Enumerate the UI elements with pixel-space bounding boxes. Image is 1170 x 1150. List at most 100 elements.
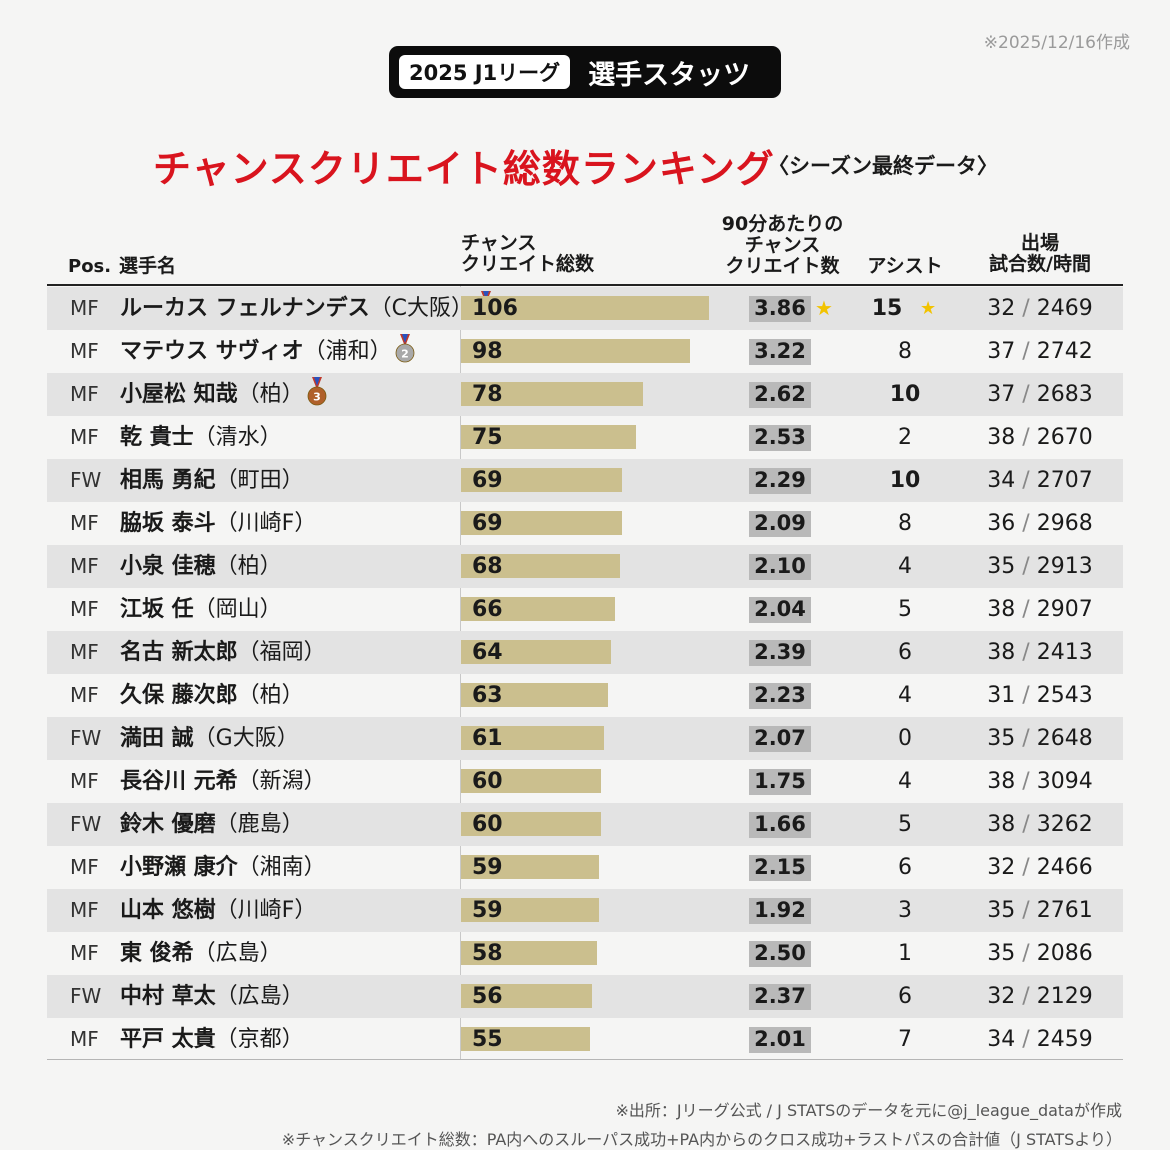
position-label: MF — [70, 425, 99, 449]
appearances: 38 / 2413 — [975, 631, 1105, 674]
games-played: 32 — [987, 296, 1016, 321]
team-name: （川崎F） — [215, 898, 317, 923]
table-top-rule — [47, 284, 1123, 286]
bar-value-label: 75 — [472, 425, 503, 450]
header-per90: 90分あたりの チャンス クリエイト数 — [700, 214, 865, 277]
bar — [461, 597, 615, 621]
header-name: 選手名 — [119, 255, 177, 277]
per90-box — [749, 468, 811, 494]
team-name: （広島） — [193, 941, 282, 966]
bar — [461, 769, 601, 793]
minutes-played: 2907 — [1036, 597, 1093, 622]
per90-box — [749, 984, 811, 1010]
table-row: FW 中村 草太（広島） 56 2.37 6 32 / 2129 — [47, 975, 1123, 1018]
separator-slash: / — [1015, 597, 1037, 622]
player-name-text: 久保 藤次郎 — [120, 683, 238, 708]
table-row: MF 小泉 佳穂（柏） 68 2.10 4 35 / 2913 — [47, 545, 1123, 588]
appearances: 36 / 2968 — [975, 502, 1105, 545]
bar-value-label: 68 — [472, 554, 503, 579]
bar — [461, 984, 592, 1008]
per90-box — [749, 339, 811, 365]
assist-value: 0 — [898, 726, 912, 751]
player-name-text: 長谷川 元希 — [120, 769, 238, 794]
bar — [461, 726, 604, 750]
separator-slash: / — [1015, 554, 1037, 579]
player-name: 東 俊希（広島） — [120, 932, 282, 975]
assist-value: 6 — [898, 984, 912, 1009]
separator-slash: / — [1015, 640, 1037, 665]
per90-box — [749, 597, 811, 623]
separator-slash: / — [1015, 984, 1037, 1009]
appearances: 35 / 2913 — [975, 545, 1105, 588]
player-name-text: 鈴木 優磨 — [120, 812, 216, 837]
player-name-text: 相馬 勇紀 — [120, 468, 216, 493]
team-name: （柏） — [237, 382, 304, 407]
per90-box — [749, 726, 811, 752]
per90-value: 2.04 — [754, 597, 806, 621]
appearances: 31 / 2543 — [975, 674, 1105, 717]
player-name: 平戸 太貴（京都） — [120, 1018, 304, 1061]
per90-value: 2.10 — [754, 554, 806, 578]
separator-slash: / — [1015, 339, 1037, 364]
bar-value-label: 106 — [472, 296, 518, 321]
medal-3-icon: 3 — [307, 377, 327, 407]
creation-date-note: ※2025/12/16作成 — [983, 33, 1130, 53]
player-name-text: 名古 新太郎 — [120, 640, 238, 665]
per90-value: 2.37 — [754, 984, 806, 1008]
games-played: 35 — [987, 726, 1016, 751]
player-name: 満田 誠（G大阪） — [120, 717, 299, 760]
player-name: 小野瀬 康介（湘南） — [120, 846, 326, 889]
per90-value: 2.15 — [754, 855, 806, 879]
position-label: MF — [70, 941, 99, 965]
appearances: 34 / 2459 — [975, 1018, 1105, 1061]
minutes-played: 3094 — [1036, 769, 1093, 794]
minutes-played: 2913 — [1036, 554, 1093, 579]
per90-value: 2.01 — [754, 1027, 806, 1051]
badge-title: 選手スタッツ — [588, 59, 751, 91]
appearances: 37 / 2742 — [975, 330, 1105, 373]
position-label: MF — [70, 898, 99, 922]
player-name: 長谷川 元希（新潟） — [120, 760, 326, 803]
bar-value-label: 64 — [472, 640, 503, 665]
games-played: 35 — [987, 554, 1016, 579]
games-played: 36 — [987, 511, 1016, 536]
header-assist: アシスト — [867, 255, 943, 277]
per90-box — [749, 855, 811, 881]
separator-slash: / — [1015, 726, 1037, 751]
team-name: （京都） — [215, 1027, 304, 1052]
position-label: MF — [70, 554, 99, 578]
per90-box — [749, 640, 811, 666]
definition-note: ※チャンスクリエイト総数：PA内へのスルーパス成功+PA内からのクロス成功+ラス… — [281, 1130, 1122, 1149]
appearances: 38 / 2907 — [975, 588, 1105, 631]
table-row: MF 江坂 任（岡山） 66 2.04 5 38 / 2907 — [47, 588, 1123, 631]
assist-value: 8 — [898, 511, 912, 536]
team-name: （広島） — [215, 984, 304, 1009]
bar — [461, 425, 636, 449]
bar-value-label: 69 — [472, 468, 503, 493]
separator-slash: / — [1015, 769, 1037, 794]
separator-slash: / — [1015, 1027, 1037, 1052]
svg-text:3: 3 — [313, 391, 321, 404]
games-played: 38 — [987, 812, 1016, 837]
bar — [461, 511, 622, 535]
assist-value: 10 — [889, 468, 921, 493]
assist-value: 6 — [898, 855, 912, 880]
minutes-played: 3262 — [1036, 812, 1093, 837]
minutes-played: 2761 — [1036, 898, 1093, 923]
separator-slash: / — [1015, 382, 1037, 407]
bar — [461, 339, 690, 363]
minutes-played: 2413 — [1036, 640, 1093, 665]
bar-value-label: 66 — [472, 597, 503, 622]
per90-value: 2.29 — [754, 468, 806, 492]
per90-value: 2.07 — [754, 726, 806, 750]
star-icon: ★ — [920, 298, 937, 319]
per90-box — [749, 296, 811, 322]
header-pos: Pos. — [68, 256, 112, 277]
games-played: 32 — [987, 855, 1016, 880]
table-row: MF 名古 新太郎（福岡） 64 2.39 6 38 / 2413 — [47, 631, 1123, 674]
minutes-played: 2129 — [1036, 984, 1093, 1009]
per90-value: 2.50 — [754, 941, 806, 965]
bar — [461, 468, 622, 492]
position-label: MF — [70, 683, 99, 707]
